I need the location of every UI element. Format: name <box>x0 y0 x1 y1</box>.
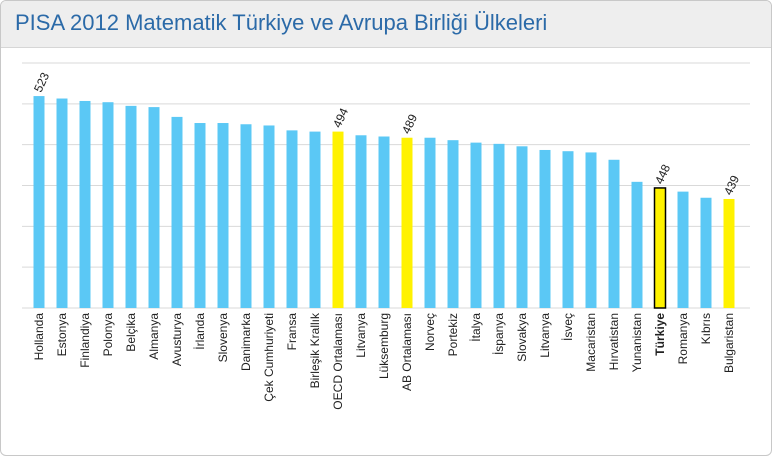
x-tick-label: Danimarka <box>239 313 253 371</box>
bar <box>539 149 551 308</box>
bar <box>56 98 68 309</box>
x-tick-label: Kıbrıs <box>699 313 713 344</box>
x-tick-label: Estonya <box>55 313 69 357</box>
x-tick-label: Türkiye <box>653 313 667 356</box>
x-tick-label: Macaristan <box>584 313 598 372</box>
x-tick-label: İsveç <box>561 313 575 341</box>
x-tick-label: Polonya <box>101 313 115 357</box>
bar <box>562 151 574 308</box>
x-tick-label: Finlandiya <box>78 313 92 368</box>
x-tick-label: Avusturya <box>170 313 184 366</box>
bar <box>309 131 321 308</box>
value-label: 489 <box>399 112 420 136</box>
bar <box>401 137 413 308</box>
bar <box>653 187 667 309</box>
bar <box>79 100 91 308</box>
x-tick-label: Birleşik Krallık <box>308 312 322 388</box>
value-label: 523 <box>31 70 52 94</box>
x-tick-label: Belçika <box>124 313 138 352</box>
bar <box>424 137 436 308</box>
header: PISA 2012 Matematik Türkiye ve Avrupa Bi… <box>1 1 771 48</box>
bar <box>240 124 252 308</box>
bar <box>217 123 229 309</box>
bar <box>148 107 160 308</box>
bar <box>33 96 45 308</box>
x-tick-label: Fransa <box>285 313 299 351</box>
x-tick-label: Slovakya <box>515 313 529 362</box>
x-tick-label: İrlanda <box>193 313 207 350</box>
value-label: 448 <box>652 162 673 186</box>
bar <box>493 143 505 308</box>
x-tick-label: İspanya <box>492 313 506 355</box>
x-tick-label: Litvanya <box>538 313 552 358</box>
value-label: 494 <box>330 106 351 130</box>
bar <box>470 142 482 308</box>
bar <box>355 135 367 308</box>
x-tick-label: Hollanda <box>32 313 46 361</box>
bar <box>677 191 689 308</box>
chart-title: PISA 2012 Matematik Türkiye ve Avrupa Bi… <box>15 10 548 35</box>
x-tick-label: Çek Cumhuriyeti <box>262 313 276 402</box>
bar <box>723 198 735 308</box>
bar <box>102 102 114 308</box>
x-tick-label: AB Ortalaması <box>400 313 414 391</box>
x-tick-label: Romanya <box>676 313 690 365</box>
x-tick-label: Norveç <box>423 313 437 351</box>
x-tick-label: Lüksemburg <box>377 313 391 379</box>
x-tick-label: Almanya <box>147 313 161 360</box>
x-tick-label: İtalya <box>469 313 483 342</box>
x-tick-label: Litvanya <box>354 313 368 358</box>
bar <box>332 131 344 308</box>
bar <box>125 105 137 308</box>
x-tick-label: Hırvatistan <box>607 313 621 370</box>
bar <box>516 146 528 308</box>
x-tick-label: Yunanistan <box>630 313 644 372</box>
bar <box>378 136 390 308</box>
bar <box>171 116 183 309</box>
bar <box>700 197 712 308</box>
bar <box>631 181 643 308</box>
bar <box>585 152 597 308</box>
x-tick-label: OECD Ortalaması <box>331 313 345 410</box>
x-tick-label: Slovenya <box>216 313 230 363</box>
bar <box>286 130 298 308</box>
bar <box>447 140 459 308</box>
x-tick-label: Bulgaristan <box>722 313 736 373</box>
bar <box>263 125 275 308</box>
x-tick-label: Portekiz <box>446 313 460 356</box>
bar <box>194 123 206 309</box>
value-label: 439 <box>721 173 742 197</box>
bar <box>608 159 620 308</box>
